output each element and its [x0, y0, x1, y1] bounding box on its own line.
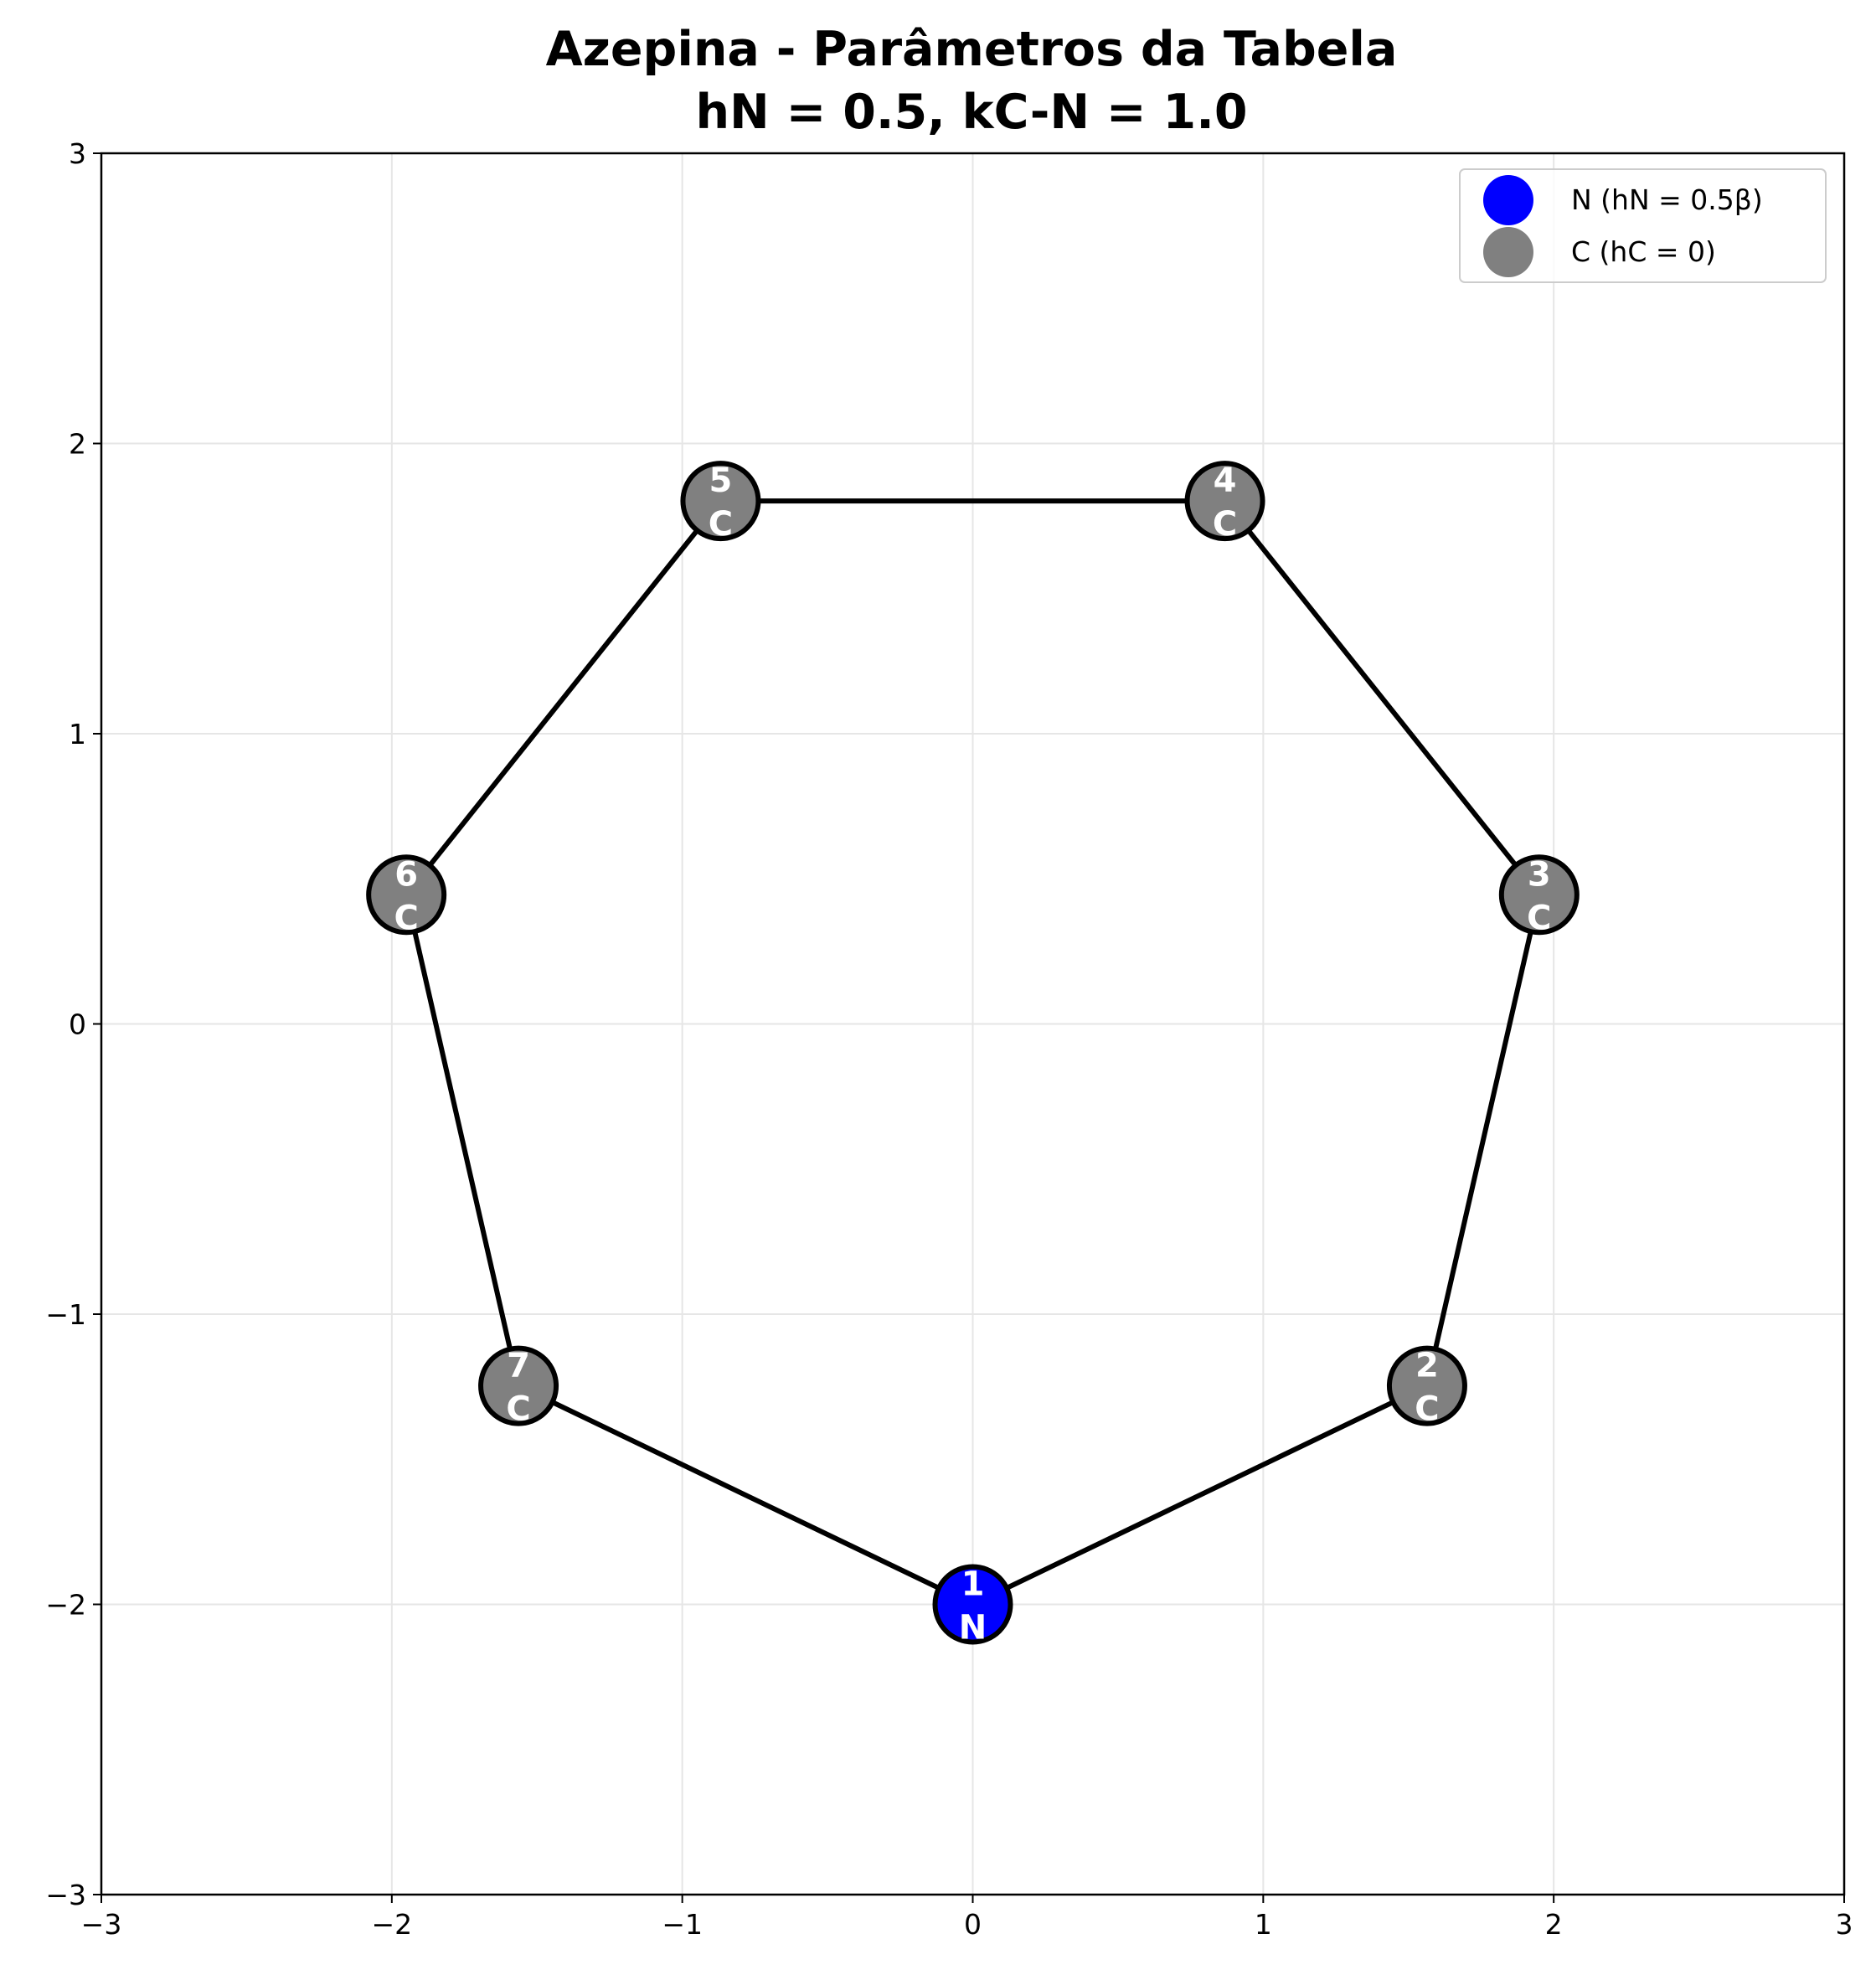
atom-7-c: 7C [478, 1345, 559, 1429]
x-tick-label: 3 [1836, 1908, 1853, 1941]
atom-element-label: N [959, 1609, 987, 1648]
atom-marker [932, 1564, 1013, 1645]
legend-marker-n [1483, 175, 1533, 225]
y-tick-label: 0 [69, 1008, 86, 1041]
atom-index-label: 4 [1214, 462, 1237, 500]
atom-index-label: 5 [709, 462, 733, 500]
x-tick-label: −3 [81, 1908, 122, 1941]
atom-element-label: C [506, 1390, 530, 1429]
atom-element-label: C [1415, 1390, 1439, 1429]
atom-index-label: 7 [507, 1347, 530, 1385]
x-tick-label: 2 [1545, 1908, 1563, 1941]
atom-6-c: 6C [366, 854, 447, 937]
bond-line [404, 894, 521, 1387]
atom-5-c: 5C [680, 461, 761, 544]
atom-index-label: 6 [394, 855, 418, 894]
atom-marker [366, 854, 447, 936]
legend: N (hN = 0.5β) C (hC = 0) [1459, 168, 1827, 283]
x-tick-label: −1 [662, 1908, 703, 1941]
chart-title-line2: hN = 0.5, kC-N = 1.0 [695, 85, 1247, 140]
atom-element-label: C [1527, 899, 1551, 937]
x-tick-label: 0 [964, 1908, 982, 1941]
y-tick-label: 2 [69, 428, 86, 461]
atom-index-label: 2 [1415, 1347, 1439, 1385]
atom-element-label: C [394, 899, 418, 937]
atom-3-c: 3C [1498, 854, 1580, 937]
legend-marker-c [1483, 227, 1533, 277]
atom-index-label: 3 [1528, 855, 1551, 894]
bond-line [517, 1383, 974, 1607]
y-tick-label: 3 [69, 137, 86, 170]
bond-line [1425, 894, 1542, 1387]
legend-box [1459, 168, 1827, 283]
atom-element-label: C [1213, 505, 1237, 544]
y-tick-label: −1 [45, 1298, 86, 1331]
bond-line [1223, 499, 1542, 897]
bonds [404, 498, 1542, 1607]
atom-2-c: 2C [1386, 1345, 1467, 1429]
atom-element-label: C [709, 505, 733, 544]
chart-title-line1: Azepina - Parâmetros da Tabela [546, 22, 1398, 77]
x-tick-label: 1 [1255, 1908, 1272, 1941]
bond-line [972, 1383, 1429, 1607]
atom-marker [1184, 461, 1265, 542]
atom-marker [1498, 854, 1580, 936]
y-tick-label: −2 [45, 1589, 86, 1622]
bond-line [404, 499, 723, 897]
y-tick-label: −3 [45, 1879, 86, 1911]
atom-4-c: 4C [1184, 461, 1265, 544]
x-tick-label: −2 [372, 1908, 413, 1941]
atom-marker [680, 461, 761, 542]
atom-marker [478, 1345, 559, 1426]
atom-index-label: 1 [961, 1565, 985, 1604]
legend-label-c: C (hC = 0) [1571, 235, 1716, 268]
atom-1-n: 1N [932, 1564, 1013, 1648]
y-tick-label: 1 [69, 718, 86, 750]
legend-label-n: N (hN = 0.5β) [1571, 183, 1763, 216]
ticks: −3 −2 −1 0 1 2 3 −3 −2 −1 0 1 2 3 [45, 137, 1853, 1941]
atom-marker [1386, 1345, 1467, 1426]
